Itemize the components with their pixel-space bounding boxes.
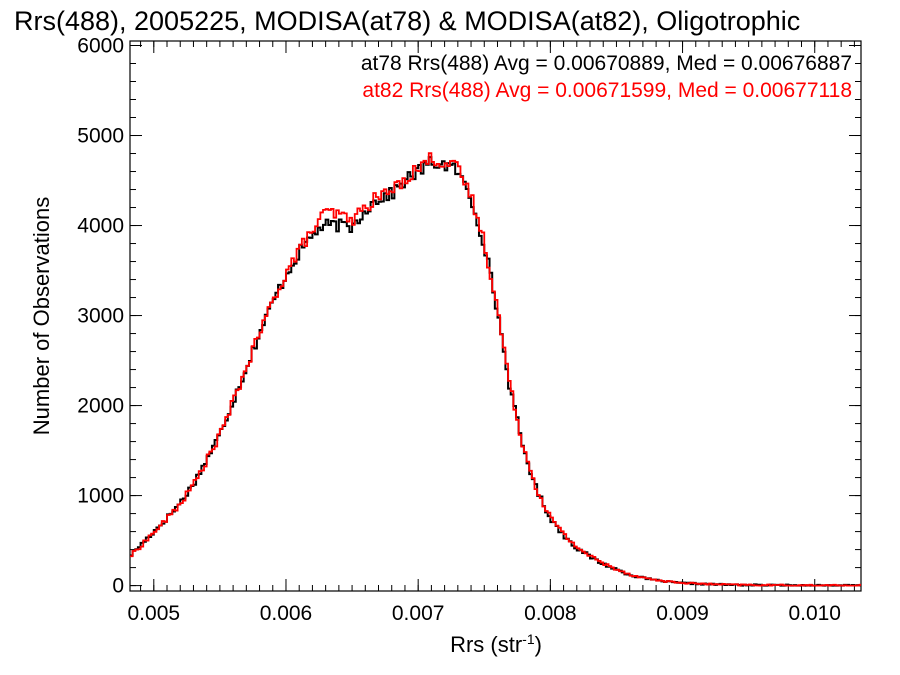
annotation-at82: at82 Rrs(488) Avg = 0.00671599, Med = 0.…	[362, 79, 852, 102]
x-tick-label: 0.009	[656, 602, 709, 625]
y-tick-label: 5000	[77, 125, 124, 148]
x-axis-label-end: )	[535, 632, 542, 657]
y-tick-label: 0	[112, 575, 124, 598]
x-tick-label: 0.007	[392, 602, 445, 625]
x-axis-label: Rrs (str-1)	[450, 631, 542, 657]
y-tick-label: 6000	[77, 35, 124, 58]
x-tick-labels: 0.005 0.006 0.007 0.008 0.009 0.010	[128, 602, 842, 625]
y-tick-label: 3000	[77, 305, 124, 328]
x-tick-label: 0.008	[524, 602, 577, 625]
x-axis-label-sup: -1	[522, 631, 535, 647]
y-tick-label: 1000	[77, 485, 124, 508]
plot-frame	[129, 40, 862, 592]
x-tick-label: 0.005	[128, 602, 181, 625]
y-tick-labels: 0 1000 2000 3000 4000 5000 6000	[77, 35, 124, 598]
annotation-at78: at78 Rrs(488) Avg = 0.00670889, Med = 0.…	[361, 52, 852, 75]
series-line-at82	[130, 152, 861, 587]
y-tick-label: 2000	[77, 395, 124, 418]
y-tick-label: 4000	[77, 215, 124, 238]
x-tick-label: 0.010	[788, 602, 841, 625]
series-line-at78	[130, 156, 861, 587]
y-axis-label: Number of Observations	[29, 197, 54, 435]
axis-ticks	[130, 41, 861, 591]
chart-title: Rrs(488), 2005225, MODISA(at78) & MODISA…	[14, 6, 800, 36]
x-tick-label: 0.006	[260, 602, 313, 625]
series-group	[130, 152, 861, 587]
x-axis-label-main: Rrs (str	[450, 632, 522, 657]
